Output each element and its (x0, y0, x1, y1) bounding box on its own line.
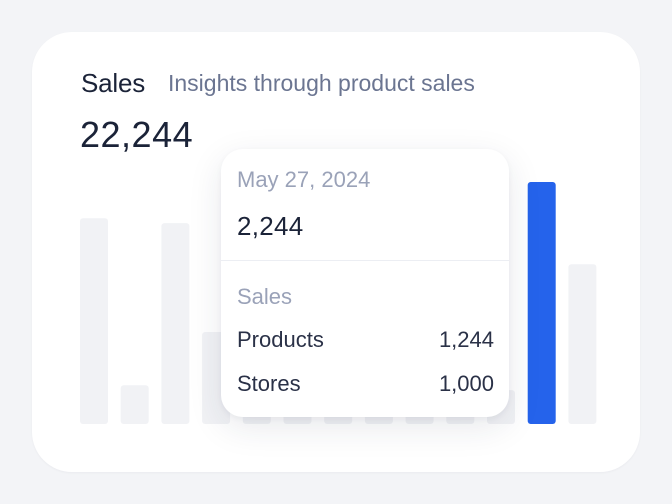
sales-card: Sales Insights through product sales 22,… (32, 32, 640, 472)
tooltip-row-stores: Stores 1,000 (237, 371, 494, 401)
tooltip-section-label: Sales (237, 284, 293, 309)
tooltip-divider (221, 260, 509, 261)
chart-bar[interactable] (80, 218, 108, 424)
tooltip-row-value: 1,244 (438, 327, 494, 352)
chart-bar-highlighted[interactable] (527, 182, 556, 424)
tooltip-row-label: Products (237, 327, 324, 352)
card-title: Sales (81, 68, 146, 98)
card-subtitle: Insights through product sales (168, 70, 475, 96)
tooltip-row-products: Products 1,244 (237, 327, 494, 357)
tooltip-value: 2,244 (237, 211, 304, 241)
tooltip-date: May 27, 2024 (237, 167, 371, 192)
tooltip-row-label: Stores (237, 371, 301, 396)
chart-bar[interactable] (568, 264, 597, 424)
chart-bar[interactable] (161, 223, 190, 424)
chart-tooltip: May 27, 2024 2,244 Sales Products 1,244 … (221, 149, 509, 417)
tooltip-row-value: 1,000 (438, 371, 494, 396)
total-sales-value: 22,244 (80, 114, 194, 155)
chart-bar[interactable] (120, 385, 149, 424)
